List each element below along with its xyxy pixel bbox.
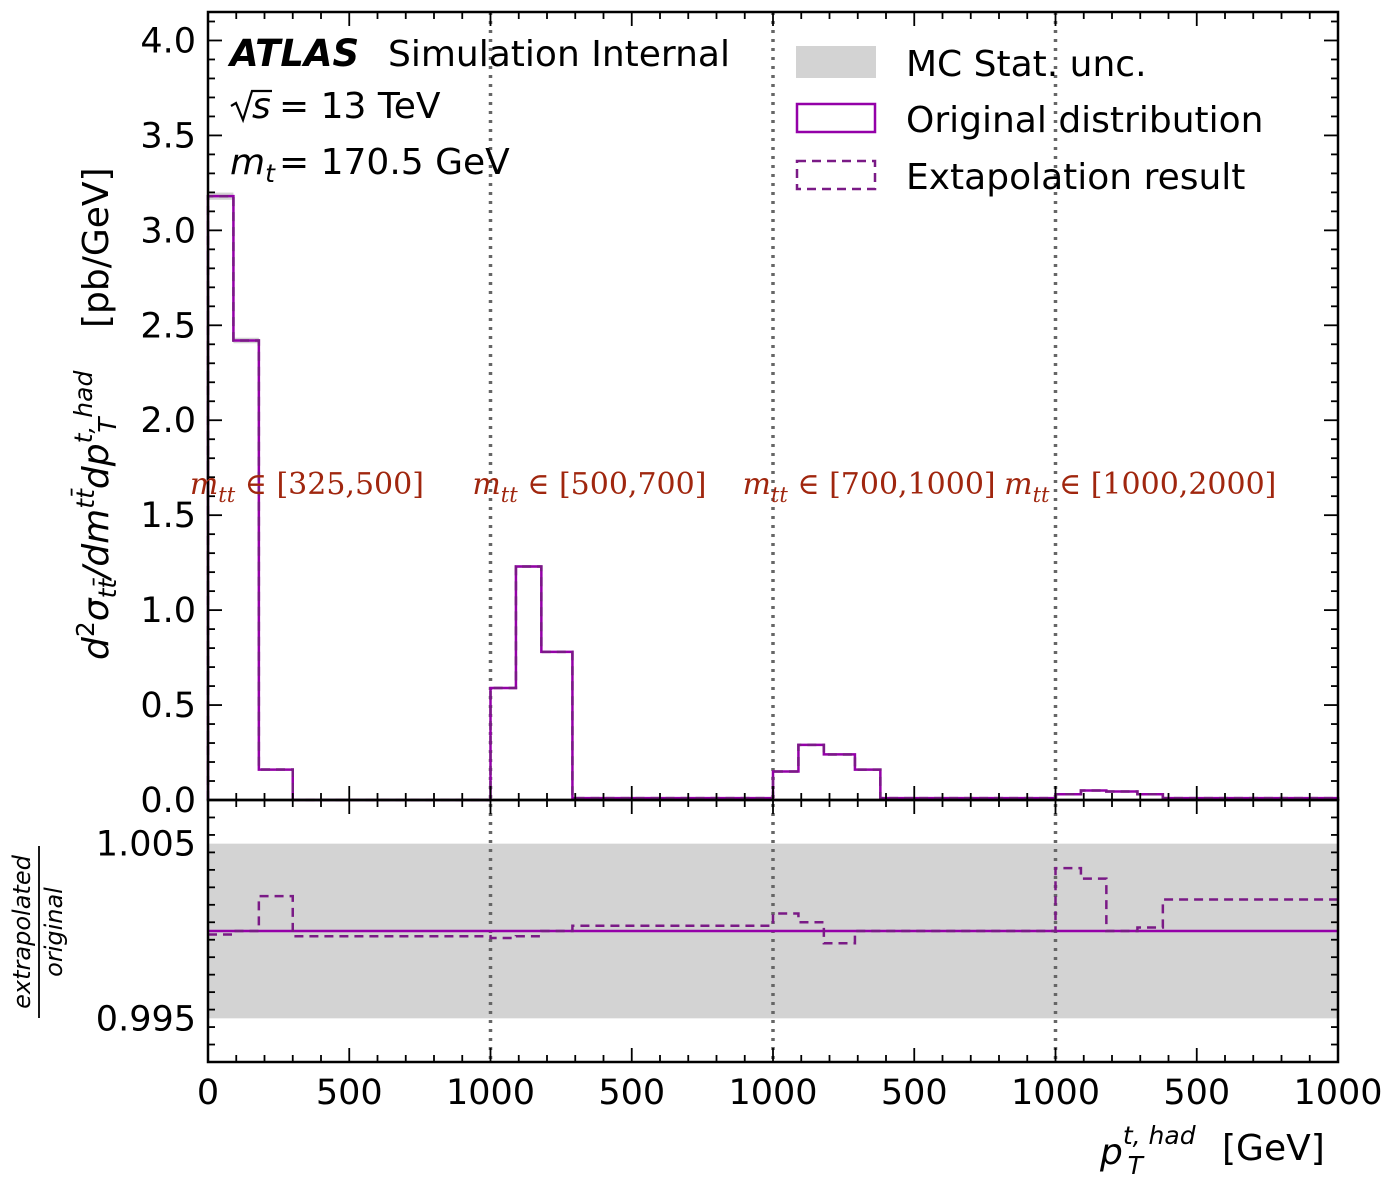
x-axis-formula: pt, had T [1099, 1121, 1196, 1180]
region-labels: mtt ∈ [325,500] mtt ∈ [500,700] mtt ∈ [700… [190, 467, 1277, 507]
legend-stat-label: MC Stat. unc. [906, 44, 1147, 85]
ratio-tick-label: 1.005 [96, 825, 196, 865]
y-tick-label: 3.5 [140, 116, 196, 156]
region-label: mtt ∈ [700,1000] [742, 467, 995, 507]
energy-label-group: s = 13 TeV [230, 86, 441, 127]
ratio-title-numerator: extrapolated [8, 854, 36, 1008]
y-axis-unit: [pb/GeV] [76, 167, 117, 328]
y-tick-label: 4.0 [140, 21, 196, 61]
x-tick-label: 500 [1163, 1073, 1230, 1113]
sqrt-sign [230, 89, 272, 124]
x-axis-title: pt, had T [GeV] [1099, 1121, 1325, 1180]
y-tick-label: 0.5 [140, 686, 196, 726]
ratio-tick-label: 0.995 [96, 999, 196, 1039]
mass-label: = 170.5 GeV [279, 142, 510, 183]
region-label: mtt ∈ [325,500] [190, 467, 424, 507]
simulation-internal-label: Simulation Internal [388, 34, 730, 75]
x-tick-label: 500 [598, 1073, 665, 1113]
sqrt-s-symbol: s [252, 86, 271, 127]
legend-extrap-swatch [795, 159, 877, 191]
ratio-extrapolation-line [208, 866, 1338, 945]
energy-label: = 13 TeV [279, 86, 441, 127]
ratio-panel-frame [206, 798, 1340, 1064]
y-tick-label: 1.0 [140, 591, 196, 631]
y-axis-title: d2σtt̄/dmtt̄dpt, hadT [pb/GeV] [69, 167, 122, 660]
y-tick-label: 0.0 [140, 781, 196, 821]
x-tick-label: 500 [881, 1073, 948, 1113]
axis-tick-labels: 0 500 1000 500 1000 500 1000 500 1000 0.0 0.5 1.0 1.… [96, 21, 1383, 1113]
x-axis-unit: [GeV] [1222, 1128, 1325, 1169]
mass-label-group: mt = 170.5 GeV [230, 142, 510, 188]
atlas-label: ATLAS [227, 32, 359, 75]
mt-symbol: mt [230, 142, 276, 188]
x-tick-label: 1000 [1011, 1073, 1100, 1113]
region-label: mtt ∈ [500,700] [472, 467, 706, 507]
x-tick-label: 500 [316, 1073, 383, 1113]
y-tick-label: 1.5 [140, 496, 196, 536]
legend-original-label: Original distribution [906, 100, 1263, 141]
legend-band-swatch [796, 46, 876, 78]
ratio-title-denominator: original [40, 887, 68, 977]
extrapolation-result-line [206, 195, 1340, 802]
region-label: mtt ∈ [1000,2000] [1004, 467, 1276, 507]
y-tick-label: 3.0 [140, 211, 196, 251]
legend: MC Stat. unc. Original distribution Exta… [795, 44, 1263, 198]
x-tick-label: 1000 [1293, 1073, 1382, 1113]
x-tick-label: 1000 [446, 1073, 535, 1113]
legend-original-swatch [795, 102, 877, 134]
legend-extrap-label: Extapolation result [906, 157, 1245, 198]
y-axis-formula: d2σtt̄/dmtt̄dpt, hadT [69, 371, 122, 660]
y-tick-label: 2.0 [140, 401, 196, 441]
x-tick-label: 0 [197, 1073, 219, 1113]
x-tick-label: 1000 [728, 1073, 817, 1113]
y-tick-label: 2.5 [140, 306, 196, 346]
ratio-axis-title: extrapolated original [8, 846, 68, 1018]
